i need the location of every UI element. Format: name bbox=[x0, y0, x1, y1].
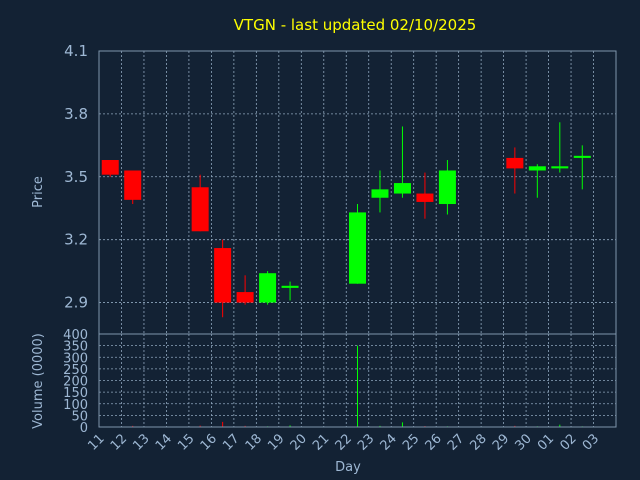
x-tick-label: 27 bbox=[445, 431, 467, 453]
volume-tick-label: 350 bbox=[63, 340, 88, 355]
x-tick-label: 23 bbox=[355, 431, 377, 453]
price-tick-label: 3.5 bbox=[64, 168, 88, 186]
candle-body bbox=[573, 155, 591, 158]
volume-tick-label: 50 bbox=[71, 409, 88, 424]
candle-15 bbox=[191, 174, 209, 232]
price-axis-label: Price bbox=[31, 176, 46, 208]
x-tick-label: 03 bbox=[580, 431, 602, 453]
candle-body bbox=[214, 248, 232, 303]
x-tick-label: 22 bbox=[333, 431, 355, 453]
x-tick-label: 15 bbox=[175, 431, 197, 453]
candle-26 bbox=[438, 160, 456, 215]
candle-body bbox=[551, 166, 569, 169]
volume-tick-label: 200 bbox=[63, 375, 88, 390]
candle-body bbox=[281, 285, 299, 288]
candle-17 bbox=[236, 275, 254, 305]
candle-body bbox=[416, 193, 434, 202]
volume-tick-label: 250 bbox=[63, 363, 88, 378]
volume-panel-frame bbox=[98, 333, 617, 428]
candle-22 bbox=[349, 204, 366, 284]
candle-body bbox=[191, 187, 209, 232]
price-tick-label: 3.8 bbox=[64, 105, 88, 123]
x-tick-label: 18 bbox=[243, 431, 265, 453]
candle-11 bbox=[101, 160, 119, 177]
x-tick-label: 29 bbox=[490, 431, 512, 453]
x-tick-label: 02 bbox=[557, 431, 579, 453]
volume-tick-label: 0 bbox=[80, 421, 88, 436]
x-tick-label: 17 bbox=[220, 431, 242, 453]
candle-body bbox=[124, 170, 142, 200]
candle-12 bbox=[124, 170, 142, 205]
candle-body bbox=[101, 160, 119, 175]
volume-bars-layer bbox=[132, 345, 583, 427]
candle-body bbox=[438, 170, 456, 205]
candle-23 bbox=[371, 170, 389, 213]
x-tick-labels: 11 12 13 14 15 16 17 18 19 20 21 22 23 24 25 26 27 28 29 30… bbox=[85, 431, 602, 453]
candle-29 bbox=[506, 147, 524, 194]
volume-tick-label: 150 bbox=[63, 386, 88, 401]
x-tick-label: 30 bbox=[512, 431, 534, 453]
volume-tick-label: 300 bbox=[63, 351, 88, 366]
volume-tick-label: 100 bbox=[63, 398, 88, 413]
price-tick-label: 4.1 bbox=[64, 42, 88, 60]
candle-body bbox=[371, 189, 389, 198]
candle-body bbox=[259, 273, 277, 303]
volume-tick-label: 400 bbox=[63, 328, 88, 343]
candle-19 bbox=[281, 281, 299, 301]
candles-layer bbox=[101, 122, 591, 318]
price-gridlines bbox=[99, 50, 616, 334]
candle-body bbox=[393, 183, 411, 194]
x-tick-label: 26 bbox=[423, 431, 445, 453]
candle-body bbox=[349, 212, 366, 284]
x-tick-label: 21 bbox=[310, 431, 332, 453]
volume-gridlines bbox=[99, 333, 616, 428]
candle-body bbox=[236, 292, 254, 303]
candle-25 bbox=[416, 172, 434, 219]
x-tick-label: 11 bbox=[85, 431, 107, 453]
x-tick-label: 01 bbox=[535, 431, 557, 453]
x-tick-label: 24 bbox=[378, 431, 400, 453]
candle-body bbox=[528, 166, 546, 171]
x-tick-label: 13 bbox=[130, 431, 152, 453]
price-panel-frame bbox=[98, 50, 617, 335]
x-tick-label: 28 bbox=[468, 431, 490, 453]
candle-01 bbox=[551, 122, 569, 173]
x-tick-label: 20 bbox=[288, 431, 310, 453]
candle-18 bbox=[259, 271, 277, 305]
price-tick-labels: 4.1 3.8 3.5 3.2 2.9 bbox=[64, 42, 88, 312]
x-axis-label: Day bbox=[335, 460, 361, 475]
candle-02 bbox=[573, 145, 591, 190]
candle-24 bbox=[393, 126, 411, 198]
x-tick-label: 19 bbox=[265, 431, 287, 453]
chart-title: VTGN - last updated 02/10/2025 bbox=[234, 16, 477, 34]
candle-body bbox=[506, 157, 524, 169]
x-tick-label: 12 bbox=[108, 431, 130, 453]
candle-16 bbox=[214, 239, 232, 318]
x-tick-label: 14 bbox=[153, 431, 175, 453]
price-tick-label: 2.9 bbox=[64, 294, 88, 312]
volume-axis-label: Volume (0000) bbox=[31, 333, 46, 429]
candle-30 bbox=[528, 164, 546, 198]
x-tick-label: 16 bbox=[198, 431, 220, 453]
x-tick-label: 25 bbox=[400, 431, 422, 453]
price-tick-label: 3.2 bbox=[64, 231, 88, 249]
